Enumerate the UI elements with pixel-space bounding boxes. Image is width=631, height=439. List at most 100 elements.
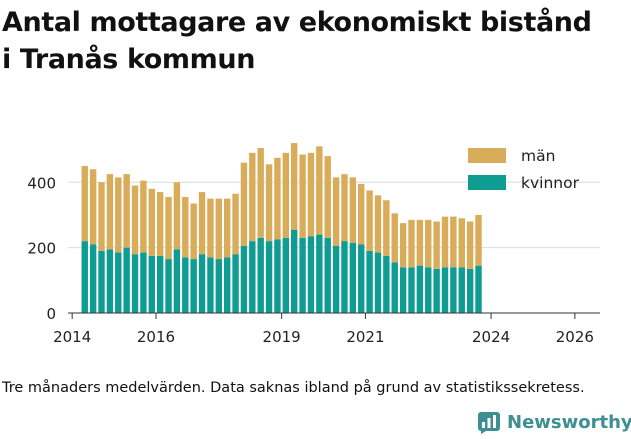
bar-man (140, 180, 147, 253)
newsworthy-brand: Newsworthy (477, 407, 631, 437)
x-tick-label: 2016 (137, 328, 175, 346)
y-tick-label: 400 (27, 174, 56, 192)
chart-title: Antal mottagare av ekonomiskt bistånd i … (2, 4, 631, 78)
bar-man (182, 196, 189, 258)
bar-man (274, 157, 281, 240)
bar-kvinnor (115, 252, 122, 313)
bar-man (349, 177, 357, 243)
bar-man (249, 152, 256, 242)
chart-caption: Tre månaders medelvärden. Data saknas ib… (2, 380, 585, 396)
bar-man (89, 169, 97, 245)
bar-man (106, 174, 114, 250)
bar-man (156, 192, 164, 256)
bar-kvinnor (416, 265, 424, 313)
x-tick-label: 2026 (556, 328, 594, 346)
legend-label: män (521, 147, 555, 165)
bar-man (425, 219, 432, 268)
bar-kvinnor (374, 252, 382, 313)
bar-man (299, 154, 306, 238)
bar-man (232, 193, 239, 255)
bar-man (324, 156, 331, 238)
bar-man (332, 177, 340, 247)
bar-man (165, 196, 172, 260)
bar-kvinnor (332, 246, 340, 313)
x-tick-label: 2014 (53, 328, 91, 346)
brand-name: Newsworthy (507, 411, 631, 433)
x-tick-label: 2021 (346, 328, 384, 346)
bar-kvinnor (458, 267, 465, 313)
bar-man (190, 203, 197, 260)
bar-kvinnor (282, 237, 290, 313)
bar-man (433, 221, 440, 269)
bar-man (341, 174, 348, 242)
bar-kvinnor (349, 242, 357, 313)
bar-man (148, 188, 155, 256)
bar-kvinnor (408, 267, 415, 313)
bar-man (458, 218, 465, 268)
title-line-2: i Tranås kommun (2, 44, 256, 75)
bar-man (115, 177, 122, 253)
x-tick-label: 2024 (472, 328, 510, 346)
bar-kvinnor (341, 241, 348, 313)
bar-kvinnor (148, 255, 155, 313)
bar-kvinnor (140, 252, 147, 313)
bar-kvinnor (165, 259, 172, 313)
bar-man (173, 182, 181, 250)
bar-man (441, 216, 449, 268)
bar-kvinnor (425, 267, 432, 313)
bar-kvinnor (123, 247, 130, 313)
bar-man (416, 219, 424, 266)
bar-kvinnor (98, 250, 105, 313)
axes: 0 200 400 2014 2016 2019 2021 2024 2026 (27, 174, 600, 346)
bar-kvinnor (232, 254, 239, 313)
bar-kvinnor (475, 265, 482, 313)
bar-kvinnor (441, 267, 449, 313)
bar-kvinnor (249, 241, 256, 313)
bar-kvinnor (198, 254, 206, 313)
stacked-bar-chart: 0 200 400 2014 2016 2019 2021 2024 2026 män kvinn… (27, 143, 600, 346)
newsworthy-logo-icon (478, 412, 500, 434)
bar-kvinnor (257, 237, 264, 313)
bar-man (391, 213, 398, 263)
chart-legend: män kvinnor (468, 147, 580, 192)
bar-man (358, 183, 365, 245)
bar-kvinnor (450, 267, 457, 313)
bar-man (366, 190, 373, 251)
bar-series (81, 143, 482, 313)
bar-man (265, 164, 273, 242)
bar-kvinnor (240, 246, 248, 313)
bar-kvinnor (223, 257, 231, 313)
bar-kvinnor (316, 234, 323, 313)
bar-man (81, 165, 88, 242)
bar-man (198, 192, 206, 255)
bar-kvinnor (324, 237, 331, 313)
bar-man (450, 216, 457, 268)
bar-man (316, 146, 323, 235)
bar-kvinnor (207, 257, 214, 313)
bar-kvinnor (366, 250, 373, 313)
bar-man (374, 195, 382, 253)
y-tick-label: 0 (46, 305, 56, 323)
bar-kvinnor (466, 268, 474, 313)
legend-swatch (468, 175, 506, 190)
bar-man (123, 174, 130, 248)
bar-man (223, 198, 231, 258)
bar-man (257, 147, 264, 238)
bar-kvinnor (265, 241, 273, 313)
bar-man (291, 143, 298, 230)
bar-man (207, 198, 214, 258)
legend-swatch (468, 148, 506, 163)
bar-man (307, 152, 315, 237)
bar-kvinnor (81, 241, 88, 313)
bar-man (466, 221, 474, 269)
bar-kvinnor (383, 255, 390, 313)
bar-kvinnor (291, 229, 298, 313)
bar-kvinnor (106, 249, 114, 313)
bar-kvinnor (358, 244, 365, 313)
title-line-1: Antal mottagare av ekonomiskt bistånd (2, 7, 592, 38)
x-tick-label: 2019 (263, 328, 301, 346)
bar-man (131, 185, 139, 255)
bar-kvinnor (173, 249, 181, 313)
bar-kvinnor (131, 254, 139, 313)
bar-kvinnor (156, 255, 164, 313)
